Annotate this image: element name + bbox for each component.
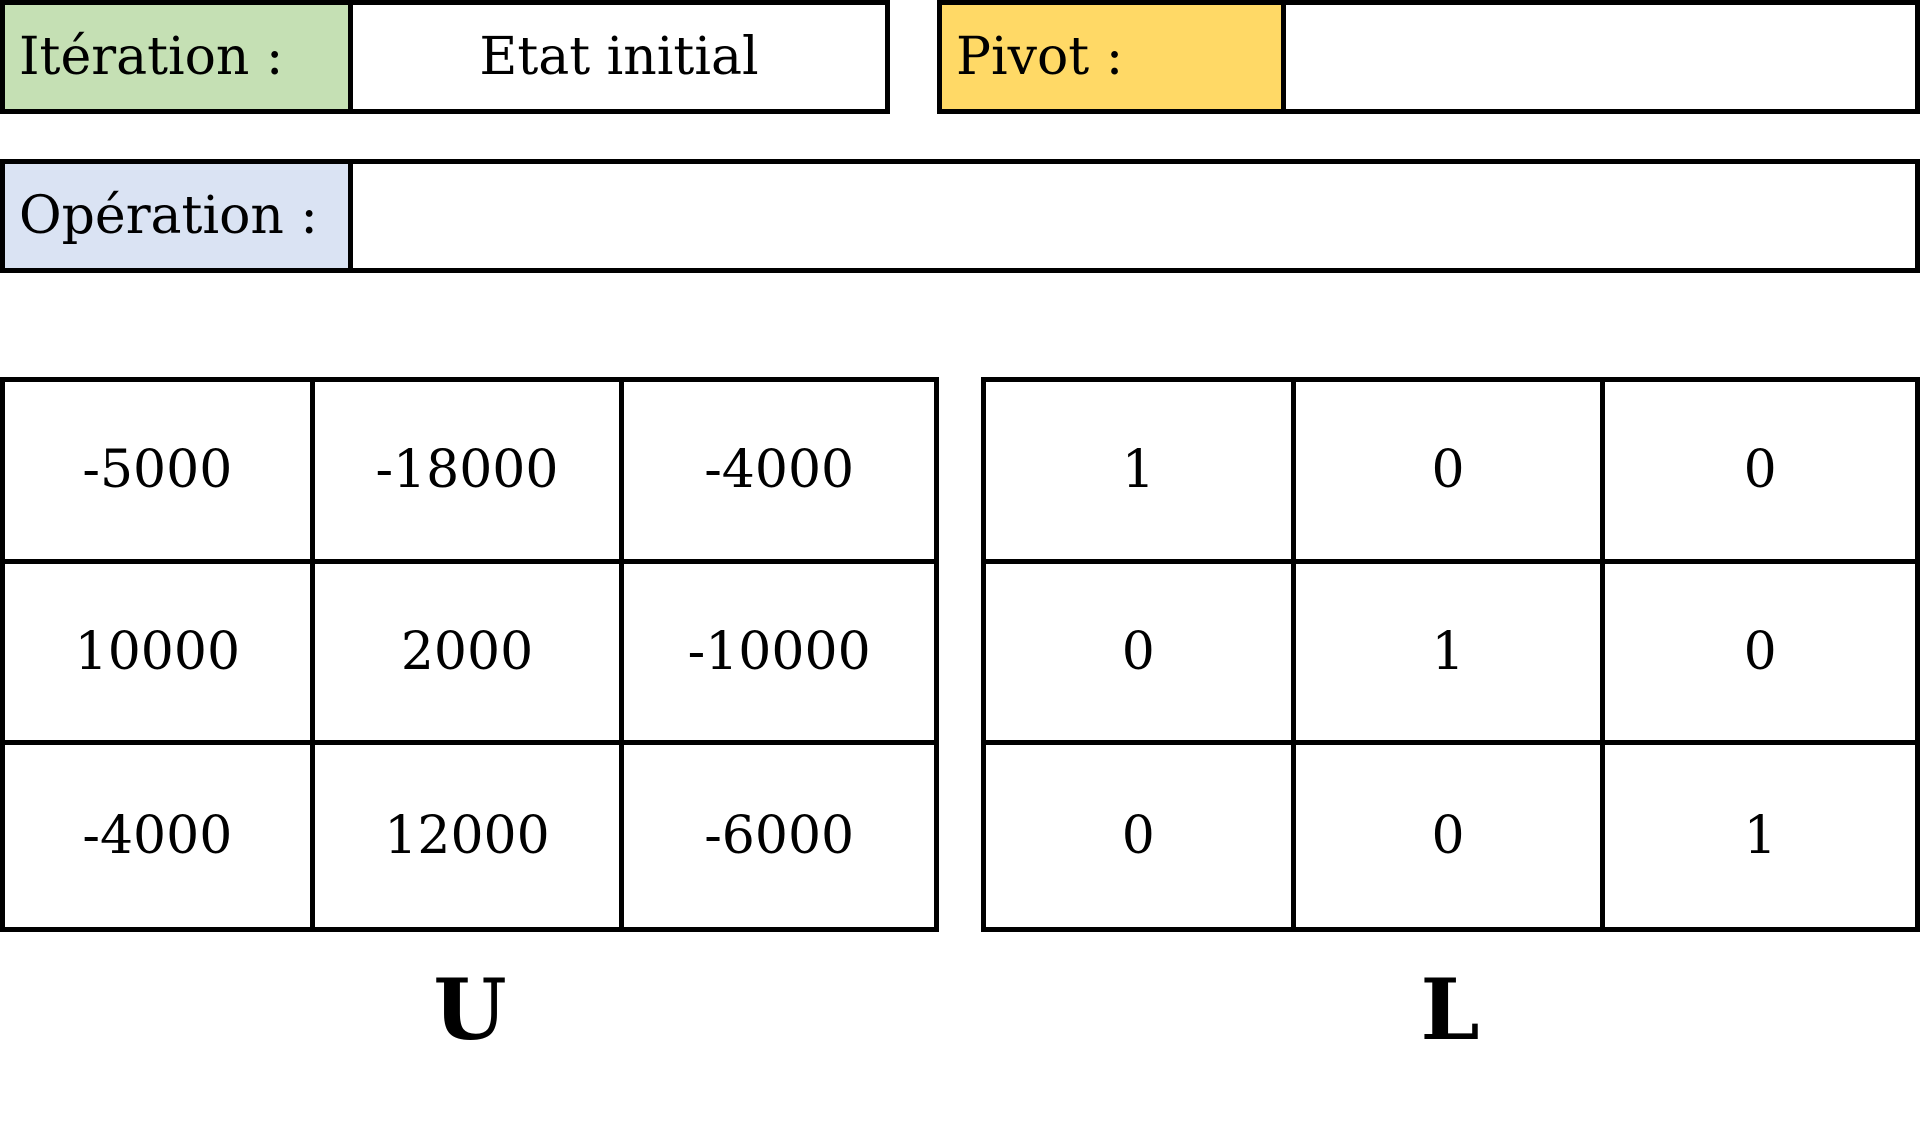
iteration-label: Itération : <box>5 5 353 109</box>
matrix-u-cell: -10000 <box>624 564 934 746</box>
matrix-l-cell: 0 <box>1605 564 1915 746</box>
matrix-l-cell: 0 <box>986 563 1296 746</box>
matrix-u-cell: -4000 <box>5 745 315 927</box>
matrix-u-cell: -6000 <box>704 806 855 867</box>
operation-label: Opération : <box>5 164 353 268</box>
operation-value <box>353 164 1915 268</box>
iteration-value: Etat initial <box>479 27 759 87</box>
matrix-u: -5000 -18000 -4000 10000 2000 -10000 -40… <box>0 377 939 932</box>
matrix-u-name: U <box>433 960 507 1059</box>
matrix-l-name: L <box>1420 960 1480 1059</box>
iteration-box: Itération : Etat initial <box>0 0 890 114</box>
matrix-l-cell: 0 <box>1296 745 1606 927</box>
matrix-l: 1 0 0 0 1 0 0 0 1 <box>981 377 1920 932</box>
matrix-l-cell: 0 <box>1605 382 1915 564</box>
matrix-l-cell: 1 <box>986 382 1296 564</box>
operation-box: Opération : <box>0 159 1920 273</box>
matrix-u-cell: 2000 <box>314 563 625 746</box>
matrix-u-cell: -4000 <box>624 382 934 564</box>
matrix-u-cell: -18000 <box>314 382 625 564</box>
pivot-label: Pivot : <box>942 5 1286 109</box>
matrix-l-cell: 0 <box>986 745 1296 927</box>
matrix-l-cell: 1 <box>1743 806 1777 867</box>
pivot-value <box>1286 5 1915 109</box>
matrix-l-cell: 0 <box>1295 382 1606 564</box>
matrix-l-cell: 1 <box>1295 563 1606 746</box>
matrix-u-cell: 12000 <box>315 745 625 927</box>
matrix-u-cell: -5000 <box>5 382 315 564</box>
pivot-box: Pivot : <box>937 0 1920 114</box>
matrix-u-cell: 10000 <box>5 563 315 746</box>
